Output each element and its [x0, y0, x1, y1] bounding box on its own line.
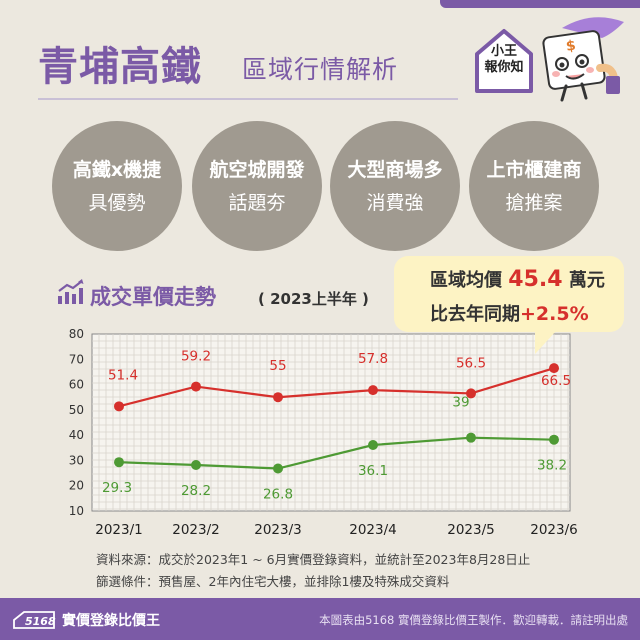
callout-avg-unit: 萬元	[568, 270, 605, 291]
data-point	[191, 381, 201, 392]
x-tick-label: 2023/1	[95, 522, 143, 538]
y-tick-label: 80	[69, 327, 84, 341]
y-tick-label: 20	[69, 479, 84, 493]
mascot-character-icon: $	[542, 17, 624, 102]
data-label: 66.5	[541, 373, 571, 389]
y-tick-label: 50	[69, 403, 84, 417]
y-tick-label: 10	[69, 504, 84, 518]
data-label: 36.1	[358, 463, 388, 479]
feature-1-sub: 具優勢	[88, 192, 146, 214]
data-point	[114, 401, 124, 412]
data-label: 57.8	[358, 351, 388, 367]
mascot-line1: 小王	[490, 44, 517, 59]
data-point	[273, 392, 283, 403]
feature-2-title: 航空城開發	[209, 159, 305, 181]
brand-logo-text: 5168	[25, 615, 56, 628]
data-label: 39	[452, 395, 469, 411]
svg-text:$: $	[565, 38, 577, 55]
callout-yoy-value: +2.5%	[520, 303, 589, 325]
footer-bar: 5168 實價登錄比價王 本圖表由5168 實價登錄比價王製作．歡迎轉載．請註明…	[0, 598, 640, 640]
data-point	[466, 388, 476, 399]
trend-period: ( 2023上半年 )	[258, 290, 369, 308]
feature-circle-2: 航空城開發 話題夯	[192, 121, 322, 251]
brand-name: 實價登錄比價王	[62, 613, 160, 629]
feature-2-sub: 話題夯	[228, 192, 286, 214]
data-point	[549, 434, 559, 445]
callout-avg-value: 45.4	[508, 267, 563, 292]
data-label: 51.4	[108, 367, 138, 383]
top-bar-accent	[440, 0, 640, 8]
callout-avg-label: 區域均價	[430, 270, 502, 291]
mascot-logo: 小王 報你知 $	[470, 16, 630, 106]
page-title: 青埔高鐵	[38, 44, 202, 90]
series-line-1	[118, 367, 555, 408]
x-tick-label: 2023/6	[530, 522, 578, 538]
feature-3-title: 大型商場多	[347, 159, 443, 181]
page-subtitle: 區域行情解析	[242, 55, 399, 84]
x-tick-label: 2023/5	[447, 522, 495, 538]
data-label: 38.2	[537, 458, 567, 474]
top-bar	[0, 0, 640, 8]
mascot-line2: 報你知	[484, 60, 524, 75]
data-point	[114, 457, 124, 468]
feature-4-sub: 搶推案	[505, 192, 563, 214]
data-label: 26.8	[263, 487, 293, 503]
feature-circle-4: 上市櫃建商 搶推案	[469, 121, 599, 251]
filter-note: 篩選條件：預售屋、2年內住宅大樓，並排除1樓及特殊成交資料	[96, 574, 450, 589]
trend-chart-icon	[58, 279, 84, 304]
y-tick-label: 70	[69, 352, 84, 366]
data-label: 59.2	[181, 349, 211, 365]
data-label: 56.5	[456, 355, 486, 371]
plot-area	[91, 333, 571, 512]
callout-tail	[535, 330, 557, 354]
title-divider	[38, 98, 458, 100]
x-tick-label: 2023/4	[349, 522, 397, 538]
house-icon	[475, 29, 533, 93]
y-tick-label: 30	[69, 453, 84, 467]
data-point	[549, 363, 559, 374]
feature-1-title: 高鐵x機捷	[72, 159, 162, 181]
feature-4-title: 上市櫃建商	[486, 159, 582, 181]
average-price-callout: 區域均價 45.4 萬元 比去年同期+2.5%	[394, 256, 624, 332]
x-tick-label: 2023/2	[172, 522, 220, 538]
y-tick-label: 60	[69, 378, 84, 392]
trend-title: 成交單價走勢	[90, 285, 216, 309]
callout-line2: 比去年同期+2.5%	[430, 300, 589, 326]
feature-circle-1: 高鐵x機捷 具優勢	[52, 121, 182, 251]
feature-circle-3: 大型商場多 消費強	[330, 121, 460, 251]
data-label: 55	[269, 358, 286, 374]
data-point	[466, 432, 476, 443]
callout-yoy-label: 比去年同期	[430, 304, 520, 325]
brand-logo-icon: 5168	[13, 611, 56, 629]
data-point	[273, 463, 283, 474]
footer-note: 本圖表由5168 實價登錄比價王製作．歡迎轉載．請註明出處	[319, 613, 628, 627]
y-tick-label: 40	[69, 428, 84, 442]
feature-3-sub: 消費強	[366, 192, 424, 214]
x-tick-label: 2023/3	[254, 522, 302, 538]
data-point	[368, 440, 378, 451]
data-label: 28.2	[181, 483, 211, 499]
data-point	[191, 459, 201, 470]
callout-line1: 區域均價 45.4 萬元	[430, 266, 605, 292]
source-note: 資料來源：成交於2023年1 ~ 6月實價登錄資料，並統計至2023年8月28日…	[96, 552, 531, 567]
line-chart: 10 20 30 40 50 60 70 80 2023/1 2023/2 2023/3 2023/…	[69, 327, 578, 538]
data-label: 29.3	[102, 480, 132, 496]
series-line-2	[118, 436, 555, 470]
data-point	[368, 385, 378, 396]
